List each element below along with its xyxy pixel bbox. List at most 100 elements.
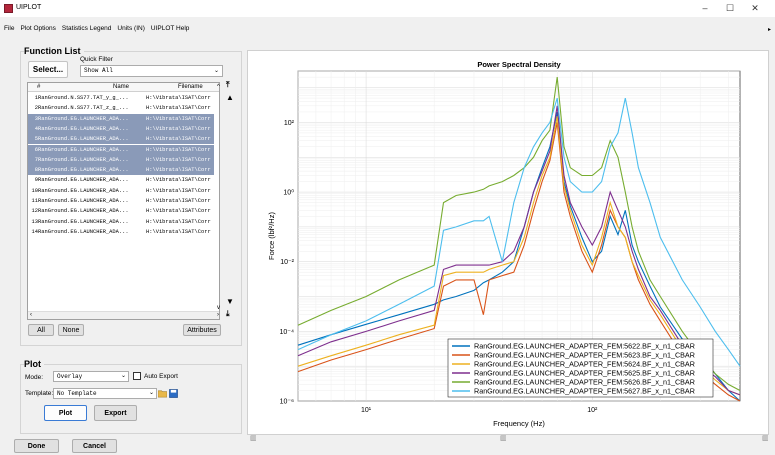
horizontal-scrollbar[interactable]: ‹ › [28, 311, 219, 319]
table-row[interactable]: 1 RanGround.N.SS77.TAT_y_g_... H:\Vibrata\… [28, 93, 214, 103]
chart-scroll-thumb-icon[interactable]: ▥ [500, 435, 507, 442]
row-name: RanGround.EG.LAUNCHER_ADA... [38, 198, 129, 204]
move-up-icon[interactable]: ▲ [226, 93, 234, 102]
table-row[interactable]: 4 RanGround.EG.LAUNCHER_ADA... H:\Vibrata\… [28, 123, 214, 134]
legend-entry: RanGround.EG.LAUNCHER_ADAPTER_FEM:5623.B… [474, 351, 695, 360]
table-row[interactable]: 11 RanGround.EG.LAUNCHER_ADA... H:\Vibrata… [28, 196, 214, 206]
close-button[interactable]: ✕ [751, 3, 759, 13]
plot-panel [20, 364, 242, 434]
none-button[interactable]: None [58, 324, 84, 336]
table-row[interactable]: 12 RanGround.EG.LAUNCHER_ADA... H:\Vibrata… [28, 206, 214, 216]
table-row[interactable]: 2 RanGround.N.SS77.TAT_z_g_... H:\Vibrata\… [28, 103, 214, 113]
column-name[interactable]: Name [113, 84, 130, 90]
legend-entry: RanGround.EG.LAUNCHER_ADAPTER_FEM:5625.B… [474, 369, 695, 378]
menu-statistics-legend[interactable]: Statistics Legend [61, 25, 112, 32]
plot-button[interactable]: Plot [44, 405, 87, 421]
menu-bar: File Plot Options Statistics Legend Unit… [0, 23, 775, 35]
row-number: 6 [34, 146, 38, 153]
row-name: RanGround.EG.LAUNCHER_ADA... [38, 156, 129, 163]
y-tick-label: 10⁻⁴ [280, 329, 295, 336]
menu-file[interactable]: File [4, 25, 15, 32]
row-number: 14 [31, 228, 38, 235]
table-row[interactable]: 10 RanGround.EG.LAUNCHER_ADA... H:\Vibrata… [28, 186, 214, 196]
menu-units[interactable]: Units (IN) [117, 25, 145, 32]
legend-entry: RanGround.EG.LAUNCHER_ADAPTER_FEM:5622.B… [474, 342, 695, 351]
template-value: No Template [57, 390, 97, 397]
scroll-down-icon[interactable]: v [217, 305, 220, 311]
row-filename: H:\Vibrata\ISAT\Corr [146, 177, 211, 184]
table-row[interactable]: 6 RanGround.EG.LAUNCHER_ADA... H:\Vibrata\… [28, 144, 214, 155]
quick-filter-select[interactable]: Show All ⌄ [80, 65, 223, 77]
row-number: 10 [31, 187, 38, 194]
move-down-icon[interactable]: ▼ [226, 297, 234, 306]
maximize-button[interactable]: ☐ [725, 3, 735, 13]
menu-uiplot-help[interactable]: UIPLOT Help [150, 25, 190, 32]
x-tick-label: 10² [587, 407, 598, 414]
table-row[interactable]: 14 RanGround.EG.LAUNCHER_ADA... H:\Vibrata… [28, 227, 214, 237]
row-number: 3 [34, 115, 38, 122]
table-row[interactable]: 7 RanGround.EG.LAUNCHER_ADA... H:\Vibrata\… [28, 154, 214, 165]
open-folder-icon[interactable] [158, 389, 167, 398]
cancel-button[interactable]: Cancel [72, 439, 117, 453]
row-filename: H:\Vibrata\ISAT\Corr [146, 187, 211, 194]
mode-select[interactable]: Overlay ⌄ [53, 371, 129, 382]
y-tick-label: 10⁰ [283, 189, 294, 197]
scroll-up-icon[interactable]: ^ [217, 84, 220, 90]
select-button[interactable]: Select... [28, 61, 68, 78]
row-name: RanGround.EG.LAUNCHER_ADA... [38, 228, 129, 235]
x-axis-label: Frequency (Hz) [493, 419, 545, 428]
template-select[interactable]: No Template ⌄ [53, 388, 157, 399]
row-name: RanGround.EG.LAUNCHER_ADA... [38, 125, 129, 132]
scroll-left-icon[interactable]: ‹ [30, 312, 32, 318]
row-name: RanGround.EG.LAUNCHER_ADA... [38, 177, 129, 184]
auto-export-label: Auto Export [144, 373, 178, 380]
y-axis-label: Force (lbf²/Hz) [267, 212, 276, 260]
quick-filter-value: Show All [84, 67, 113, 74]
series-line-5 [297, 77, 741, 391]
move-bottom-icon[interactable]: ⤓ [226, 309, 230, 318]
row-name: RanGround.N.SS77.TAT_z_g_... [38, 105, 129, 112]
table-row[interactable]: 5 RanGround.EG.LAUNCHER_ADA... H:\Vibrata\… [28, 134, 214, 145]
row-filename: H:\Vibrata\ISAT\Corr [146, 228, 211, 235]
table-row[interactable]: 13 RanGround.EG.LAUNCHER_ADA... H:\Vibrata… [28, 217, 214, 227]
row-number: 2 [34, 105, 38, 112]
auto-export-checkbox[interactable] [133, 372, 141, 380]
series-line-2 [297, 122, 741, 402]
attributes-button[interactable]: Attributes [183, 324, 221, 336]
all-button[interactable]: All [28, 324, 54, 336]
chart-title: Power Spectral Density [477, 60, 561, 69]
column-number[interactable]: # [37, 84, 41, 90]
menu-overflow-icon[interactable]: ▸ [767, 27, 771, 33]
save-icon[interactable] [169, 389, 178, 398]
done-button[interactable]: Done [14, 439, 59, 453]
plot-panel-title: Plot [24, 359, 44, 369]
column-filename[interactable]: Filename [178, 84, 203, 90]
row-number: 9 [34, 177, 38, 184]
row-name: RanGround.EG.LAUNCHER_ADA... [38, 218, 129, 225]
mode-label: Mode: [25, 374, 44, 381]
chart-panel: 10⁻⁶ 10⁻⁴ 10⁻² 10⁰ 10² 10¹ 10² Power Spectral D… [247, 50, 769, 435]
table-row[interactable]: 8 RanGround.EG.LAUNCHER_ADA... H:\Vibrata\… [28, 165, 214, 176]
table-row[interactable]: 3 RanGround.EG.LAUNCHER_ADA... H:\Vibrata\… [28, 113, 214, 124]
legend-box [447, 338, 714, 398]
row-filename: H:\Vibrata\ISAT\Corr [146, 167, 211, 174]
series-line-6 [297, 97, 741, 367]
row-number: 13 [31, 218, 38, 225]
row-name: RanGround.EG.LAUNCHER_ADA... [38, 146, 129, 153]
chevron-down-icon: ⌄ [120, 373, 126, 379]
table-row[interactable]: 9 RanGround.EG.LAUNCHER_ADA... H:\Vibrata\… [28, 175, 214, 185]
chart-scroll-left-icon[interactable]: ▥ [250, 435, 257, 442]
y-tick-label: 10² [284, 120, 295, 127]
menu-plot-options[interactable]: Plot Options [20, 25, 56, 32]
row-filename: H:\Vibrata\ISAT\Corr [146, 208, 211, 215]
minimize-button[interactable]: – [702, 3, 708, 13]
chart-scroll-right-icon[interactable]: ▥ [762, 435, 769, 442]
move-top-icon[interactable]: ⤒ [226, 80, 230, 89]
row-filename: H:\Vibrata\ISAT\Corr [146, 156, 211, 163]
y-tick-label: 10⁻⁶ [280, 399, 294, 406]
template-label: Template: [25, 390, 54, 397]
row-number: 5 [34, 136, 38, 143]
scroll-right-icon[interactable]: › [217, 312, 219, 318]
export-button[interactable]: Export [94, 405, 137, 421]
